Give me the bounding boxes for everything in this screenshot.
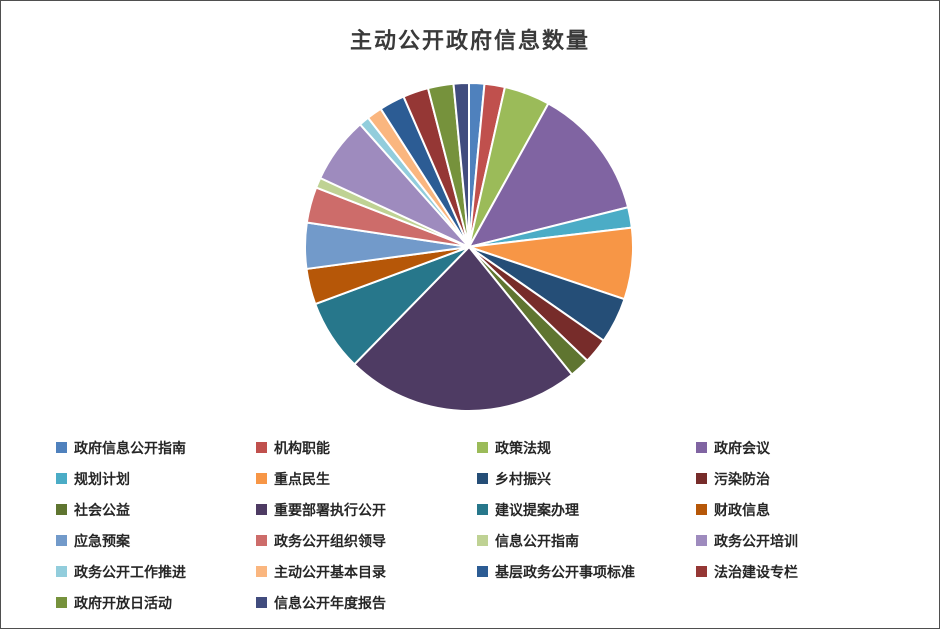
legend-item[interactable]: 政策法规: [477, 437, 696, 458]
legend-swatch-icon: [477, 442, 488, 453]
legend-label: 政务公开工作推进: [74, 564, 186, 581]
pie-slice[interactable]: [468, 102, 630, 248]
legend-swatch-icon: [56, 442, 67, 453]
legend-item[interactable]: 政务公开组织领导: [256, 530, 477, 551]
legend-label: 政策法规: [495, 440, 551, 457]
legend-swatch-icon: [477, 473, 488, 484]
legend-label: 基层政务公开事项标准: [495, 564, 635, 581]
legend-item[interactable]: 财政信息: [696, 499, 931, 520]
legend-swatch-icon: [56, 535, 67, 546]
legend-swatch-icon: [256, 473, 267, 484]
legend-label: 财政信息: [714, 502, 770, 519]
legend-label: 信息公开指南: [495, 533, 579, 550]
legend-item[interactable]: 重点民生: [256, 468, 477, 489]
legend-label: 重点民生: [274, 471, 330, 488]
legend-item[interactable]: 信息公开年度报告: [256, 592, 477, 613]
legend-label: 社会公益: [74, 502, 130, 519]
legend-item[interactable]: 政府信息公开指南: [56, 437, 256, 458]
legend-swatch-icon: [256, 504, 267, 515]
legend-label: 应急预案: [74, 533, 130, 550]
legend-item[interactable]: 机构职能: [256, 437, 477, 458]
legend-item[interactable]: 政府会议: [696, 437, 931, 458]
legend-item[interactable]: 社会公益: [56, 499, 256, 520]
legend-swatch-icon: [477, 535, 488, 546]
pie-slice[interactable]: [353, 246, 573, 412]
legend-swatch-icon: [477, 504, 488, 515]
legend-label: 主动公开基本目录: [274, 564, 386, 581]
legend-label: 政府开放日活动: [74, 595, 172, 612]
legend-item[interactable]: 法治建设专栏: [696, 561, 931, 582]
legend-label: 机构职能: [274, 440, 330, 457]
pie-slice[interactable]: [452, 82, 470, 248]
legend-item[interactable]: 政务公开工作推进: [56, 561, 256, 582]
legend-item[interactable]: 应急预案: [56, 530, 256, 551]
legend-item[interactable]: 主动公开基本目录: [256, 561, 477, 582]
legend-item[interactable]: 基层政务公开事项标准: [477, 561, 696, 582]
legend-label: 污染防治: [714, 471, 770, 488]
legend-swatch-icon: [56, 566, 67, 577]
legend-swatch-icon: [696, 504, 707, 515]
legend-item[interactable]: 建议提案办理: [477, 499, 696, 520]
legend-swatch-icon: [696, 473, 707, 484]
chart-title: 主动公开政府信息数量: [349, 28, 590, 53]
legend-item[interactable]: 政务公开培训: [696, 530, 931, 551]
legend-label: 重要部署执行公开: [274, 502, 386, 519]
legend-label: 信息公开年度报告: [274, 595, 386, 612]
legend-swatch-icon: [477, 566, 488, 577]
legend-swatch-icon: [256, 442, 267, 453]
legend-label: 建议提案办理: [495, 502, 579, 519]
legend: 政府信息公开指南 机构职能 政策法规 政府会议规划计划 重点民生 乡村振兴 污染防治社会公益…: [56, 437, 931, 613]
legend-label: 政府会议: [714, 440, 770, 457]
legend-label: 乡村振兴: [495, 471, 551, 488]
legend-item[interactable]: 信息公开指南: [477, 530, 696, 551]
legend-swatch-icon: [56, 597, 67, 608]
legend-swatch-icon: [256, 566, 267, 577]
legend-label: 政府信息公开指南: [74, 440, 186, 457]
legend-item[interactable]: 污染防治: [696, 468, 931, 489]
legend-swatch-icon: [696, 535, 707, 546]
legend-label: 法治建设专栏: [714, 564, 798, 581]
legend-item[interactable]: 乡村振兴: [477, 468, 696, 489]
legend-swatch-icon: [256, 535, 267, 546]
legend-label: 政务公开组织领导: [274, 533, 386, 550]
legend-swatch-icon: [56, 504, 67, 515]
legend-label: 政务公开培训: [714, 533, 798, 550]
legend-item[interactable]: 重要部署执行公开: [256, 499, 477, 520]
legend-swatch-icon: [696, 442, 707, 453]
legend-label: 规划计划: [74, 471, 130, 488]
legend-swatch-icon: [56, 473, 67, 484]
pie-chart: [304, 82, 634, 412]
legend-item[interactable]: 政府开放日活动: [56, 592, 256, 613]
legend-item[interactable]: 规划计划: [56, 468, 256, 489]
legend-swatch-icon: [256, 597, 267, 608]
legend-swatch-icon: [696, 566, 707, 577]
